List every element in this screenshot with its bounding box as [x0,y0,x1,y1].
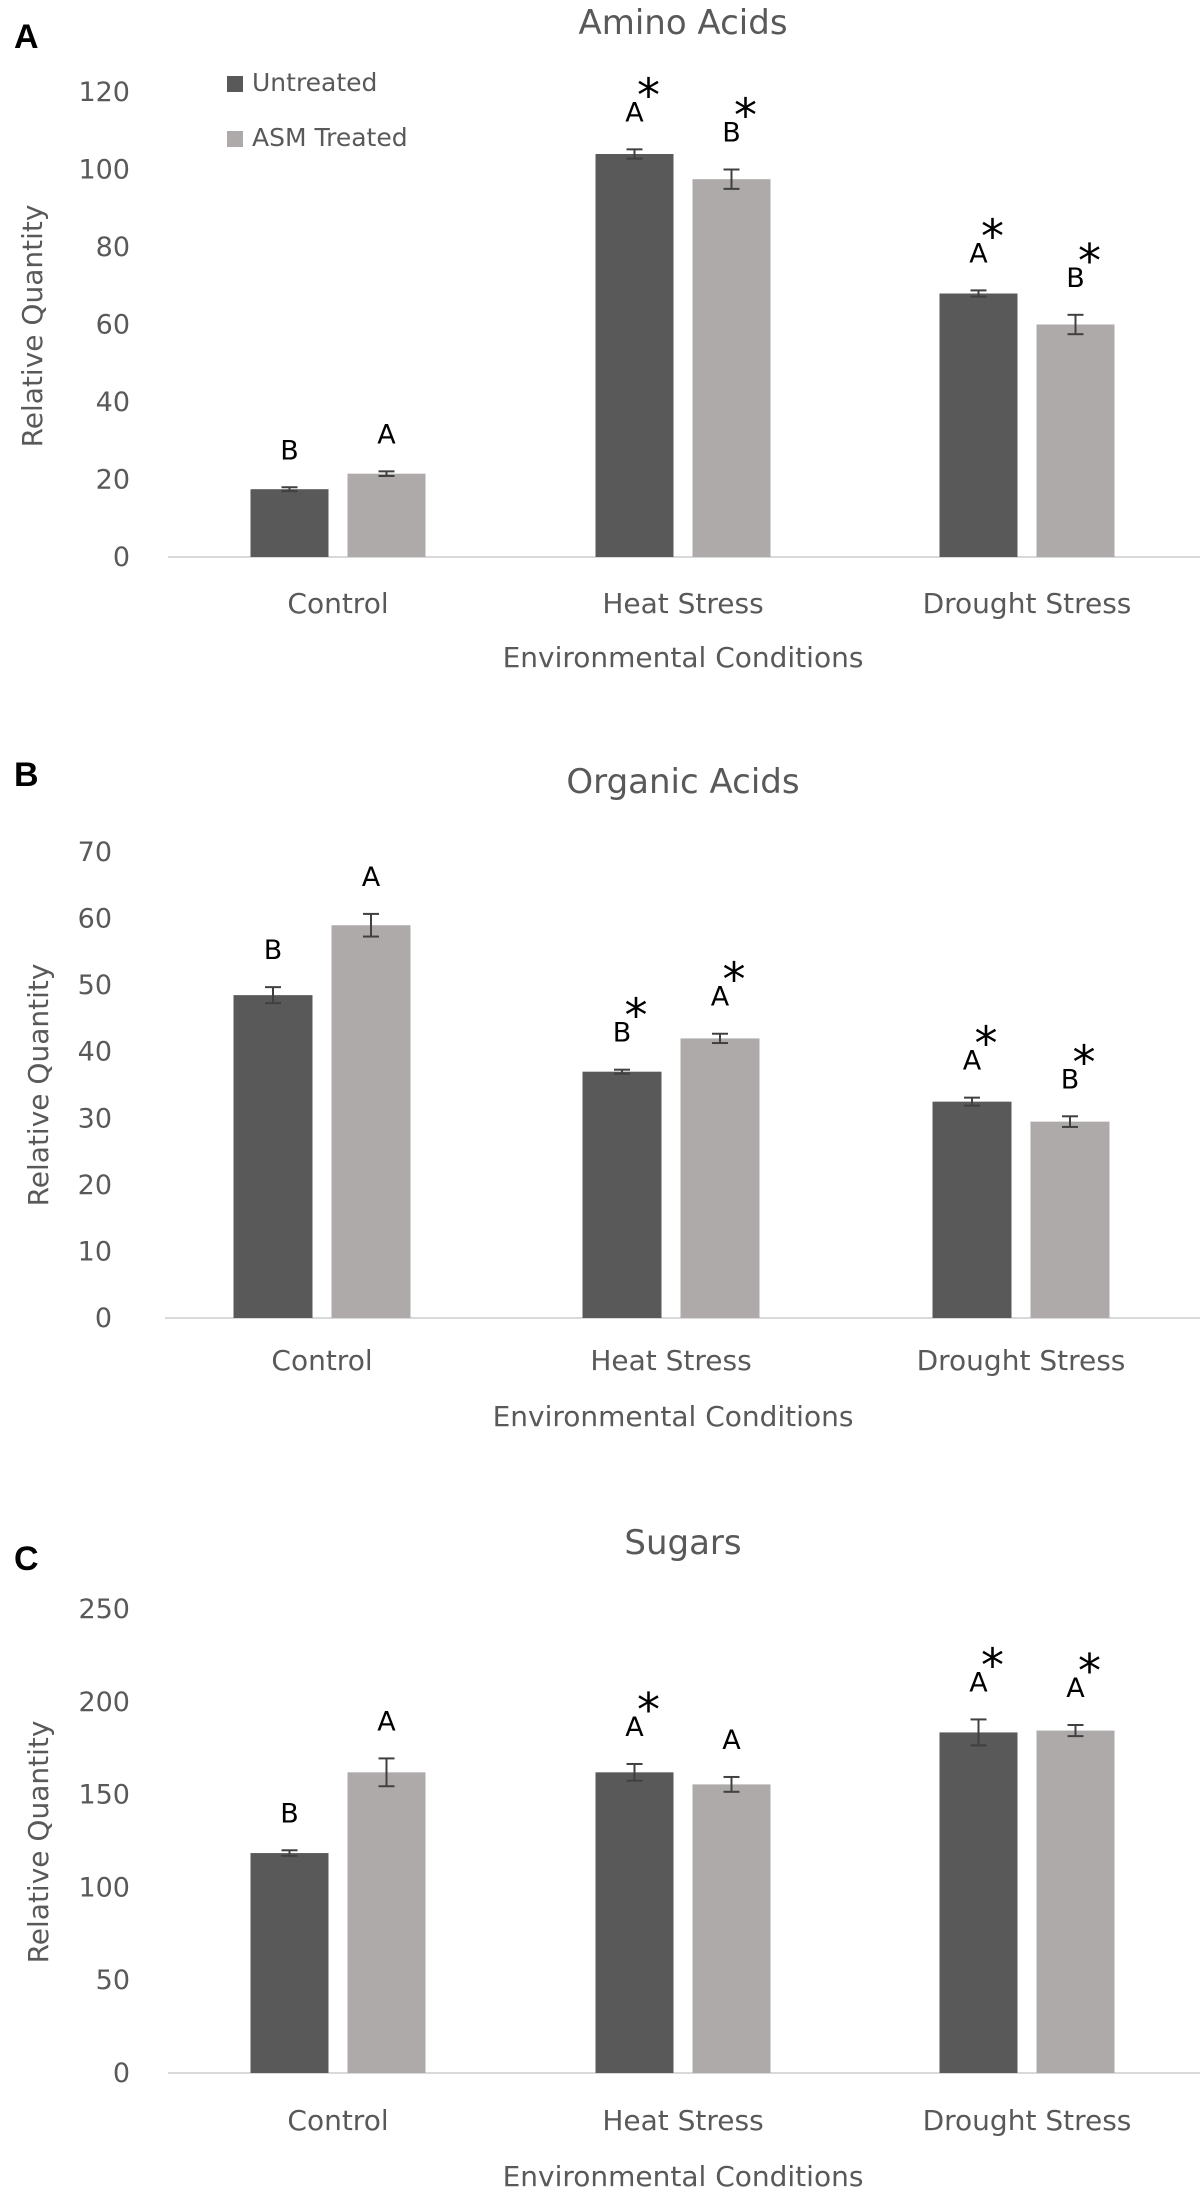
y-tick-label: 120 [78,77,130,108]
panel-letter: C [14,1540,39,1578]
y-tick-label: 60 [78,904,112,935]
category-label: Control [271,1344,372,1377]
bar [1037,1731,1115,2073]
category-label: Control [287,2104,388,2137]
y-tick-label: 100 [78,155,130,186]
significance-letter: A [362,862,381,893]
significance-letter: A [722,1725,741,1756]
figure: A Amino Acids 0 20 40 60 80 100 120 Relative Quan… [0,0,1204,2194]
panel-c: C Sugars 0 50 100 150 200 250 Relative Quantity E… [14,1523,1200,2193]
significance-star: * [637,1683,660,1737]
legend: Untreated ASM Treated [227,68,408,152]
y-tick-label: 20 [96,465,130,496]
significance-star: * [981,1638,1004,1692]
significance-letter: B [264,935,283,966]
chart-svg: A Amino Acids020406080100120Relative Quan… [0,0,1204,2194]
bar [1031,1122,1110,1318]
significance-letter: A [377,419,396,450]
y-axis-title: Relative Quantity [22,964,55,1207]
bar [933,1102,1012,1318]
bar [596,1772,674,2073]
significance-star: * [1078,234,1101,288]
significance-star: * [975,1017,998,1071]
category-label: Drought Stress [923,587,1132,620]
y-tick-label: 0 [113,542,130,573]
significance-letter: B [280,1798,299,1829]
y-tick-label: 0 [95,1303,112,1334]
y-tick-label: 0 [113,2058,130,2089]
bar [940,294,1018,558]
significance-star: * [1073,1035,1096,1089]
significance-star: * [723,953,746,1007]
bar [348,474,426,557]
y-axis-title: Relative Quantity [16,205,49,448]
panel-letter: A [14,18,39,56]
y-tick-label: 80 [96,232,130,263]
bar [693,1784,771,2073]
bar [596,154,674,557]
y-tick-label: 70 [78,837,112,868]
significance-star: * [734,89,757,143]
significance-letter: B [280,435,299,466]
bar [332,925,411,1318]
category-label: Heat Stress [602,2104,763,2137]
bar [251,1853,329,2073]
significance-star: * [981,209,1004,263]
y-tick-label: 20 [78,1170,112,1201]
legend-swatch [227,76,243,92]
y-tick-label: 200 [78,1687,130,1718]
category-label: Heat Stress [590,1344,751,1377]
category-label: Drought Stress [917,1344,1126,1377]
chart-title: Organic Acids [566,762,799,802]
y-axis-title: Relative Quantity [22,1721,55,1964]
y-tick-label: 250 [78,1594,130,1625]
y-tick-label: 40 [96,387,130,418]
y-tick-label: 150 [78,1780,130,1811]
legend-label: Untreated [252,68,377,97]
x-axis-title: Environmental Conditions [493,1400,854,1433]
category-label: Drought Stress [923,2104,1132,2137]
bar [251,489,329,557]
y-tick-label: 50 [96,1965,130,1996]
category-label: Heat Stress [602,587,763,620]
significance-star: * [625,989,648,1043]
y-tick-label: 100 [78,1872,130,1903]
y-tick-label: 40 [78,1037,112,1068]
bar [681,1038,760,1318]
chart-title: Amino Acids [578,3,787,43]
significance-star: * [637,68,660,122]
bar [234,995,313,1318]
y-tick-label: 10 [78,1236,112,1267]
legend-label: ASM Treated [252,123,408,152]
bar [693,179,771,557]
panel-letter: B [14,756,39,794]
bar [348,1772,426,2073]
significance-letter: A [377,1706,396,1737]
chart-title: Sugars [624,1523,741,1563]
category-label: Control [287,587,388,620]
y-tick-label: 50 [78,970,112,1001]
x-axis-title: Environmental Conditions [503,2160,864,2193]
bar [1037,325,1115,558]
significance-star: * [1078,1644,1101,1698]
bar [583,1072,662,1318]
legend-swatch [227,131,243,147]
bar [940,1732,1018,2073]
panel-b: B Organic Acids 0 10 20 30 40 50 60 70 Relative Qu… [14,756,1200,1433]
y-tick-label: 30 [78,1103,112,1134]
panel-a: A Amino Acids 0 20 40 60 80 100 120 Relative Quan… [14,3,1200,674]
y-tick-label: 60 [96,310,130,341]
x-axis-title: Environmental Conditions [503,641,864,674]
